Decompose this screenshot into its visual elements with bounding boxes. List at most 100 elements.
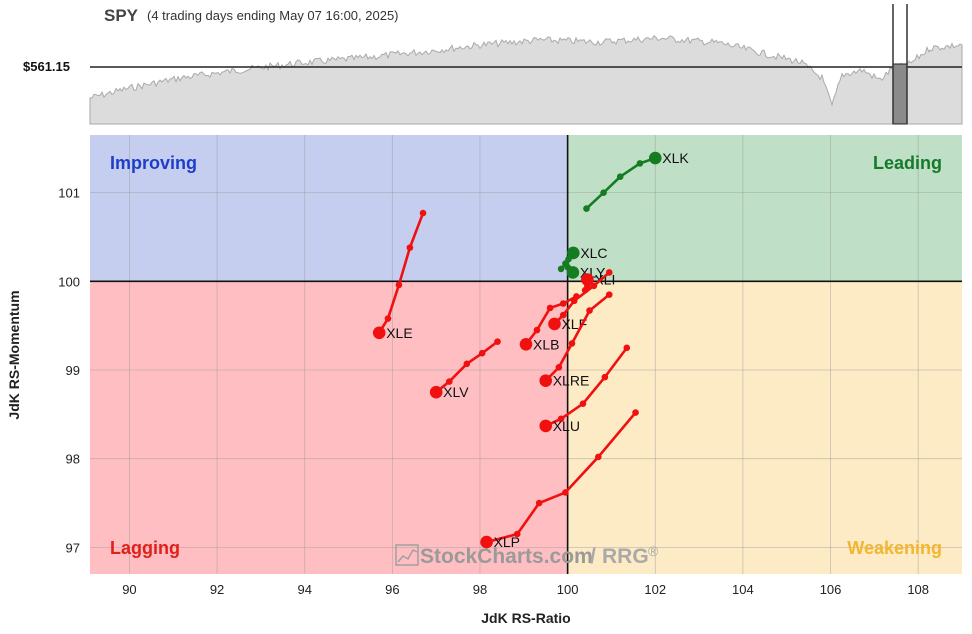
tail-point	[446, 378, 453, 385]
quadrant-label-weakening: Weakening	[847, 538, 942, 558]
tail-xlb[interactable]: XLB	[519, 293, 580, 352]
watermark-registered: ®	[648, 543, 659, 559]
tail-point	[419, 209, 427, 217]
watermark-chart-icon	[395, 544, 419, 566]
tail-label: XLV	[443, 384, 469, 400]
x-tick-label: 106	[820, 582, 842, 597]
tail-point	[535, 499, 543, 507]
tail-head-point[interactable]	[372, 326, 386, 340]
x-tick-label: 104	[732, 582, 754, 597]
tail-point	[595, 453, 602, 461]
tail-head-point[interactable]	[480, 535, 493, 549]
tail-head-point[interactable]	[519, 338, 533, 351]
x-axis-title: JdK RS-Ratio	[481, 610, 570, 626]
tail-point	[478, 349, 486, 357]
tail-head-point[interactable]	[566, 266, 580, 279]
tail-xlre[interactable]: XLRE	[539, 291, 613, 389]
tail-label: XLI	[594, 272, 615, 288]
x-tick-label: 90	[122, 582, 136, 597]
tail-label: XLE	[386, 325, 412, 341]
quadrant-label-lagging: Lagging	[110, 538, 180, 558]
tail-point	[555, 364, 563, 371]
tail-xlp[interactable]: XLP	[480, 409, 639, 550]
tail-head-point[interactable]	[429, 385, 443, 399]
header-symbol: SPY	[104, 6, 139, 25]
tail-label: XLRE	[553, 373, 590, 389]
tail-point	[583, 205, 590, 212]
quadrant-weakening	[567, 281, 962, 574]
quadrant-label-leading: Leading	[873, 153, 942, 173]
tail-point	[573, 293, 580, 300]
center-lines	[90, 135, 962, 574]
tail-point	[546, 304, 554, 312]
y-tick-label: 101	[58, 186, 80, 201]
tail-point	[605, 269, 613, 276]
tail-label: XLU	[553, 418, 580, 434]
tail-head-point[interactable]	[648, 151, 662, 165]
tail-label: XLP	[494, 534, 520, 550]
tail-point	[384, 315, 392, 322]
tail-xle[interactable]: XLE	[372, 209, 427, 341]
axis-ticks: 90 92 94 96 98 100 102 104 106 108 97 98 99 100 101	[58, 186, 929, 597]
tail-label: XLB	[533, 336, 559, 352]
watermark-product: RRG	[602, 545, 649, 568]
tail-head-point[interactable]	[581, 273, 594, 286]
x-tick-label: 102	[644, 582, 666, 597]
x-tick-label: 98	[473, 582, 487, 597]
quadrant-leading	[567, 135, 962, 282]
watermark: StockCharts.com / RRG ®	[395, 543, 659, 568]
tail-line	[485, 411, 637, 544]
tail-point	[557, 265, 565, 273]
tail-point	[533, 326, 541, 334]
tail-head-point[interactable]	[539, 374, 553, 387]
x-tick-label: 92	[210, 582, 224, 597]
y-tick-label: 97	[66, 540, 80, 555]
header-subtitle: (4 trading days ending May 07 16:00, 202…	[147, 8, 399, 23]
tail-point	[568, 340, 576, 347]
quadrant-label-improving: Improving	[110, 153, 197, 173]
tail-point	[395, 281, 403, 289]
last-price-label: $561.15	[23, 59, 70, 74]
tail-point	[636, 160, 644, 167]
tail-point	[559, 300, 567, 307]
tail-point	[562, 489, 569, 496]
quadrants	[90, 135, 962, 574]
quadrant-lagging	[90, 281, 568, 574]
y-tick-label: 98	[66, 452, 80, 467]
tail-point	[557, 415, 565, 423]
date-range-marker[interactable]	[892, 63, 908, 125]
tail-label: XLC	[580, 245, 607, 261]
x-tick-label: 96	[385, 582, 399, 597]
y-tick-label: 100	[58, 274, 80, 289]
tail-point	[616, 173, 624, 180]
tail-point	[579, 400, 587, 408]
tail-point	[559, 311, 567, 319]
tail-head-point[interactable]	[548, 317, 561, 331]
tail-xlk[interactable]: XLK	[583, 150, 689, 212]
watermark-brand: StockCharts.com	[420, 545, 593, 568]
tail-point	[600, 189, 607, 196]
tail-xli[interactable]: XLI	[581, 272, 615, 294]
x-tick-label: 108	[907, 582, 929, 597]
tail-point	[494, 338, 501, 345]
price-area	[89, 35, 963, 125]
tail-point	[632, 409, 639, 416]
tail-label: XLK	[662, 150, 689, 166]
tail-point	[623, 344, 631, 352]
tail-head-point[interactable]	[539, 419, 553, 433]
y-tick-label: 99	[66, 363, 80, 378]
tail-point	[406, 244, 414, 251]
tail-point	[605, 291, 613, 298]
tail-head-point[interactable]	[567, 246, 580, 260]
tail-point	[513, 530, 521, 538]
tail-xlu[interactable]: XLU	[539, 344, 631, 434]
grid-lines	[90, 135, 962, 574]
tail-point	[601, 373, 609, 381]
watermark-separator: /	[590, 545, 596, 568]
tail-xlv[interactable]: XLV	[429, 338, 501, 400]
tail-point	[590, 282, 598, 290]
tail-point	[586, 307, 593, 314]
y-axis-title: JdK RS-Momentum	[6, 290, 22, 419]
x-tick-label: 100	[557, 582, 579, 597]
